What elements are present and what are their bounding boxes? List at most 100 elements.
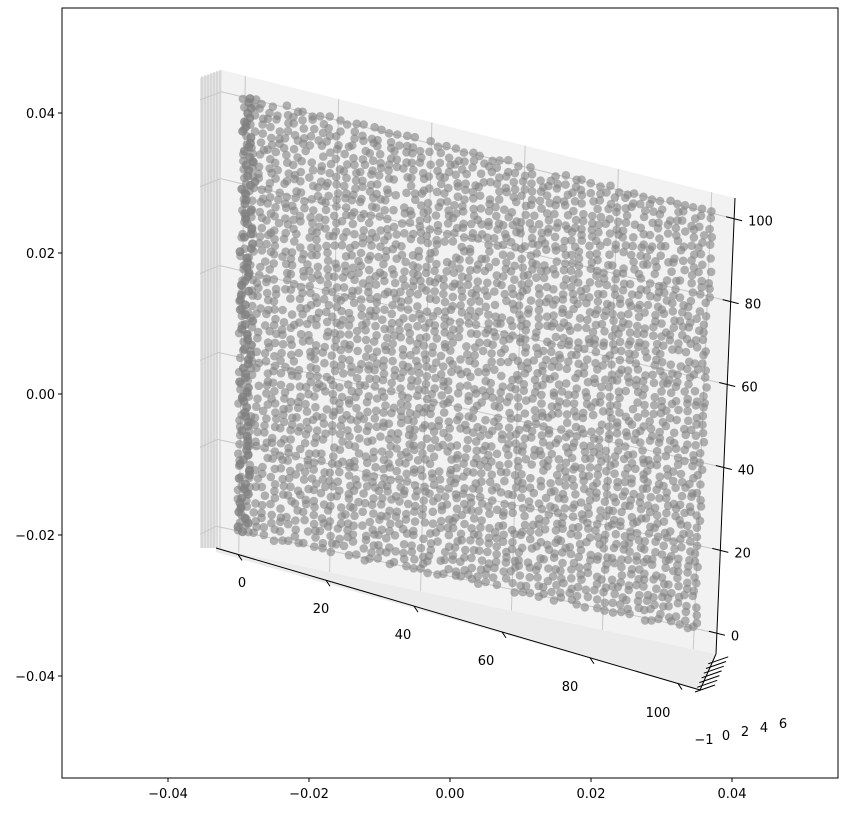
scatter-point [689,233,699,242]
scatter-point [372,331,381,340]
scatter-point [577,510,587,519]
scatter-point [574,552,583,562]
scatter-point [647,616,656,625]
scatter-point [661,563,670,572]
scatter-point [301,399,310,409]
scatter-point [403,131,412,141]
scatter-point [415,309,424,319]
scatter-point [534,220,544,229]
scatter-point [379,362,388,371]
scatter-point [579,209,588,219]
scatter-point [439,281,449,291]
scatter-point [674,554,683,564]
scatter-point [486,378,496,388]
scatter-point [280,394,289,403]
scatter-point [548,572,558,581]
scatter-point [318,475,328,484]
scatter-point [300,134,309,143]
scatter-point [567,574,576,583]
scatter-point [385,506,394,516]
scatter-point [287,261,297,270]
scatter-point [332,283,342,292]
scatter-point [305,281,315,291]
scatter-point [550,503,559,513]
scatter-point [467,563,477,573]
scatter-point [699,231,709,240]
scatter-point [582,323,591,333]
scatter-point [402,188,411,198]
scatter-point [474,506,483,516]
scatter-point [349,298,359,308]
scatter-point [527,187,537,196]
scatter-point [308,112,317,121]
scatter-point [570,407,579,416]
x-tick-label: −0.02 [289,787,329,802]
scatter-point [639,422,648,431]
scatter-point [373,292,382,302]
scatter-point [303,527,313,536]
y3d-tick [705,661,727,669]
scatter-point [475,492,485,502]
scatter-point [611,240,621,249]
scatter-point [590,335,600,344]
scatter-point [389,175,399,184]
scatter-point [307,158,317,167]
scatter-point [625,298,634,307]
scatter-point [699,320,709,330]
scatter-point [286,382,295,392]
scatter-point [454,332,464,342]
scatter-point [442,500,452,509]
scatter-point [419,534,428,544]
scatter-point [331,259,340,269]
scatter-point [553,435,563,444]
scatter-point [682,584,692,594]
grid-line-side [199,351,219,361]
scatter-point [379,408,388,417]
scatter-point [233,522,243,532]
scatter-point [410,132,420,142]
scatter-point [321,215,330,225]
scatter-point [413,456,423,465]
scatter-point [261,357,271,366]
scatter-point [336,421,346,431]
scatter-point [639,582,648,591]
scatter-point [512,370,522,380]
scatter-point [659,341,668,351]
scatter-point [567,250,576,260]
scatter-point [396,332,406,342]
scatter-point [577,224,586,234]
scatter-point [519,386,529,396]
x3d-tick [325,579,331,587]
scatter-point [283,491,293,500]
scatter-point [269,536,279,545]
scatter-point [407,173,416,183]
scatter-point [608,309,617,319]
scatter-point [502,258,511,267]
scatter-point [532,343,541,353]
scatter-point [370,122,379,132]
scatter-point [463,381,472,390]
scatter-point [282,192,292,202]
scatter-point [448,523,458,533]
scatter-point [521,343,531,352]
scatter-point [384,450,394,459]
scatter-point [400,281,410,291]
scatter-point [518,263,527,272]
scatter-point [322,405,332,414]
scatter-point [460,553,469,562]
scatter-point [336,503,346,512]
scatter-point [438,440,448,450]
scatter-point [321,224,330,233]
scatter-point [413,302,422,311]
scatter-point [673,453,683,463]
scatter-point [433,493,443,503]
scatter-point [422,372,432,381]
scatter-point [577,175,586,184]
scatter-point [698,335,708,345]
scatter-point [565,429,574,438]
scatter-point [534,321,544,331]
scatter-point [623,366,633,375]
scatter-point [437,391,447,400]
scatter-point [472,446,482,456]
scatter-point [410,517,420,526]
